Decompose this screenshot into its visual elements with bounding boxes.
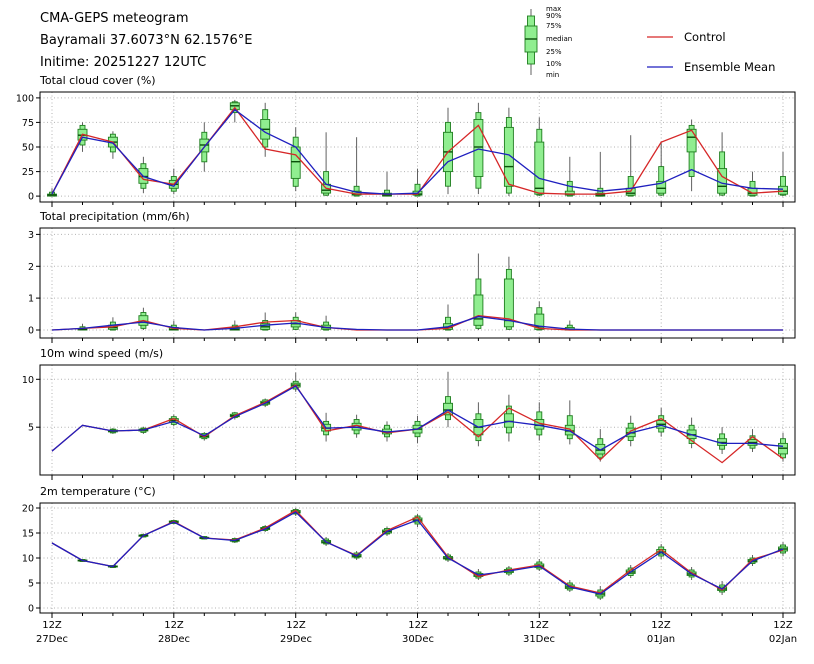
box-10-90 [658, 166, 665, 196]
location-text: Bayramali 37.6073°N 62.1576°E [40, 33, 253, 48]
panel-title-cloud: Total cloud cover (%) [40, 74, 156, 87]
legend-control-row: Control [645, 22, 775, 52]
panel-wind-speed: 10m wind speed (m/s) 5 10 [0, 347, 814, 487]
ensemble-line-sample-icon [647, 66, 673, 68]
x-tick-date: 02Jan [768, 634, 798, 645]
ensemble-mean-line [51, 315, 783, 331]
legend-10-label: 10% [546, 60, 562, 68]
y-tick-label: 50 [22, 143, 34, 154]
x-tick-date: 30Dec [401, 634, 435, 645]
y-tick-label: 1 [28, 294, 34, 305]
x-tick-date: 01Jan [646, 634, 676, 645]
x-axis-date-row: 27Dec 28Dec 29Dec 30Dec 31Dec 01Jan 02Jan [0, 634, 814, 647]
legend-90-label: 90% [546, 12, 562, 20]
y-tick-label: 0 [28, 604, 34, 615]
control-line-sample-icon [647, 36, 673, 38]
x-tick-hour: 12Z [529, 620, 549, 631]
header: CMA-GEPS meteogram Bayramali 37.6073°N 6… [40, 8, 252, 74]
box-25-75 [564, 190, 575, 196]
y-tick-label: 20 [22, 504, 34, 515]
legend-75-label: 75% [546, 22, 562, 30]
ensemble-mean-line [51, 385, 784, 452]
x-tick-hour: 12Z [286, 620, 306, 631]
box-25-75 [503, 126, 514, 187]
y-tick-label: 5 [28, 423, 34, 434]
legend-ensemble-row: Ensemble Mean [645, 52, 775, 82]
panel-title-temp: 2m temperature (°C) [40, 485, 156, 498]
plot-frame [39, 91, 796, 203]
y-tick-label: 25 [22, 167, 34, 178]
plot-frame [39, 502, 796, 614]
y-tick-label: 3 [28, 230, 34, 241]
legend-median-label: median [546, 35, 573, 43]
box-25-75 [534, 141, 545, 195]
box-25-75 [778, 185, 788, 195]
x-tick-hour: 12Z [773, 620, 793, 631]
boxplot-glyph-icon [524, 9, 538, 75]
panel-title-wind: 10m wind speed (m/s) [40, 347, 164, 360]
x-tick-hour: 12Z [42, 620, 62, 631]
control-line [51, 106, 784, 195]
panel-cloud-cover: Total cloud cover (%) 0 25 50 75 100 [0, 74, 814, 214]
cloud-cover-plot: 0 25 50 75 100 [16, 91, 796, 207]
box-25-75 [503, 278, 514, 328]
precipitation-plot: 0 1 2 3 [28, 227, 796, 343]
box-25-75 [443, 402, 453, 416]
ensemble-mean-line [51, 511, 784, 595]
box-25-75 [656, 180, 667, 194]
legend-control-label: Control [684, 30, 726, 44]
panel-precipitation: Total precipitation (mm/6h) 0 1 2 3 [0, 210, 814, 350]
box-10-90 [780, 176, 786, 196]
ensemble-mean-line [51, 108, 784, 195]
box-25-75 [595, 443, 606, 455]
x-tick-date: 27Dec [35, 634, 69, 645]
legend-max-label: max [546, 5, 562, 13]
y-tick-label: 10 [22, 554, 34, 565]
temperature-plot: 0 5 10 15 20 [22, 502, 796, 618]
legend-25-label: 25% [546, 48, 562, 56]
panel-title-precip: Total precipitation (mm/6h) [40, 210, 190, 223]
page-title: CMA-GEPS meteogram [40, 11, 189, 26]
box-25-75 [473, 294, 484, 326]
box-25-75 [473, 119, 484, 177]
x-tick-hour: 12Z [651, 620, 671, 631]
y-tick-label: 10 [22, 375, 34, 386]
y-tick-label: 0 [28, 192, 34, 203]
box-25-75 [534, 313, 545, 330]
box-10-90 [566, 180, 573, 197]
line-legend: Control Ensemble Mean [645, 22, 775, 82]
x-tick-date: 28Dec [157, 634, 191, 645]
y-tick-label: 5 [28, 579, 34, 590]
boxplot-legend-labels: max 90% 75% median 25% 10% min [546, 5, 616, 79]
x-tick-hour: 12Z [408, 620, 428, 631]
panel-temperature: 2m temperature (°C) 0 5 10 15 20 [0, 485, 814, 625]
legend-min-label: min [546, 71, 560, 79]
x-tick-date: 31Dec [522, 634, 556, 645]
x-axis-hour-row: 12Z 12Z 12Z 12Z 12Z 12Z 12Z [0, 620, 814, 633]
legend-ensemble-label: Ensemble Mean [684, 60, 776, 74]
x-tick-hour: 12Z [164, 620, 184, 631]
y-tick-label: 0 [28, 326, 34, 337]
x-tick-date: 29Dec [279, 634, 313, 645]
plot-frame [39, 227, 796, 339]
y-tick-label: 2 [28, 262, 34, 273]
box-25-75 [686, 128, 697, 153]
box-25-75 [503, 413, 514, 428]
y-tick-label: 15 [22, 529, 34, 540]
inittime-text: Initime: 20251227 12UTC [40, 55, 207, 70]
y-tick-label: 75 [22, 118, 34, 129]
plot-frame [39, 364, 796, 476]
wind-speed-plot: 5 10 [22, 364, 796, 480]
boxplot-legend: max 90% 75% median 25% 10% min [520, 5, 620, 82]
y-tick-label: 100 [16, 93, 34, 104]
